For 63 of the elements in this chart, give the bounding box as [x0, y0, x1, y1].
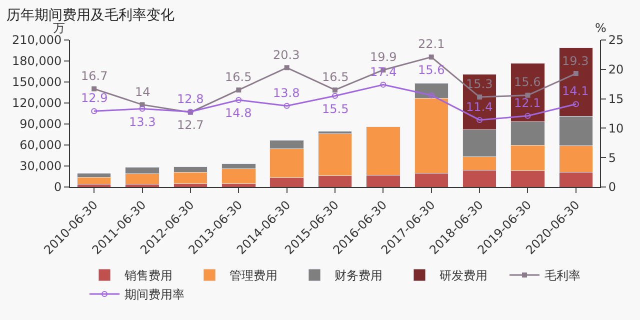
- point: [572, 101, 579, 108]
- y-tick-label: 90,000: [20, 117, 62, 132]
- point: [236, 96, 242, 103]
- y2-tick-label: 20: [608, 62, 624, 77]
- point: [380, 82, 386, 88]
- data-label: 14.8: [225, 106, 252, 120]
- data-label: 14.1: [562, 84, 589, 98]
- y-tick-label: 0: [54, 180, 62, 194]
- data-label: 20.3: [273, 48, 300, 62]
- point: [477, 94, 482, 100]
- data-label: 12.1: [514, 96, 541, 110]
- legend-label: 研发费用: [440, 268, 488, 283]
- y-tick-label: 210,000: [12, 33, 62, 48]
- data-label: 16.5: [225, 70, 252, 84]
- data-label: 12.7: [177, 118, 204, 132]
- data-label: 15.6: [418, 63, 445, 77]
- data-label: 12.8: [177, 92, 204, 106]
- point: [92, 86, 97, 92]
- data-label: 16.7: [81, 69, 108, 83]
- data-label: 15.5: [322, 102, 349, 116]
- y2-tick-label: 0: [608, 180, 616, 194]
- data-label: 15.6: [514, 75, 541, 89]
- y2-tick-label: 10: [608, 121, 624, 136]
- data-label: 13.3: [129, 115, 156, 129]
- point: [332, 92, 338, 99]
- y-tick-label: 120,000: [12, 96, 62, 110]
- data-label: 12.9: [81, 91, 108, 105]
- y2-tick-label: 25: [608, 33, 624, 48]
- point: [573, 71, 578, 76]
- data-label: 22.1: [418, 37, 445, 51]
- data-label: 15.3: [466, 77, 493, 91]
- data-label: 14: [135, 85, 150, 99]
- y2-axis-title: %: [595, 21, 606, 35]
- legend-label: 期间费用率: [124, 288, 184, 302]
- y-axis-title: 万: [53, 21, 65, 35]
- bar: [76, 176, 112, 184]
- chart-title: 历年期间费用及毛利率变化: [6, 7, 174, 24]
- point: [236, 87, 242, 92]
- data-label: 11.4: [466, 100, 493, 114]
- point: [332, 87, 338, 92]
- y-tick-label: 30,000: [20, 159, 62, 174]
- data-label: 19.3: [562, 54, 589, 68]
- point: [139, 106, 146, 112]
- y-tick-label: 60,000: [20, 138, 62, 152]
- point: [525, 92, 530, 98]
- point: [284, 102, 290, 109]
- y-tick-label: 180,000: [12, 54, 62, 68]
- legend-label: 管理费用: [230, 268, 278, 283]
- legend-label: 财务费用: [334, 268, 382, 283]
- point: [284, 65, 290, 70]
- legend-label: 销售费用: [124, 268, 172, 283]
- y2-tick-label: 15: [608, 92, 624, 106]
- data-label: 13.8: [273, 86, 300, 100]
- y2-tick-label: 5: [608, 150, 616, 165]
- y-tick-label: 150,000: [12, 75, 62, 90]
- data-label: 19.9: [370, 50, 397, 64]
- point: [476, 116, 483, 123]
- point: [91, 108, 98, 114]
- point: [428, 92, 434, 98]
- point: [524, 112, 531, 119]
- data-label: 16.5: [322, 70, 349, 84]
- legend-label: 毛利率: [544, 268, 580, 283]
- point: [428, 54, 434, 60]
